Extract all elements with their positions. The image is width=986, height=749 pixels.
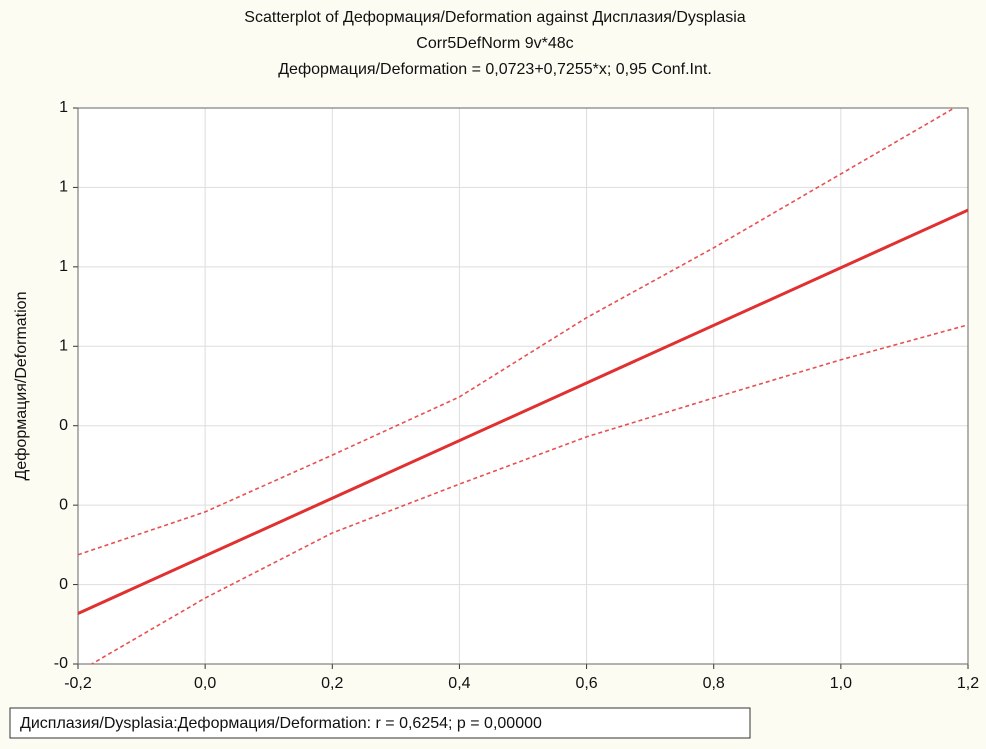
- x-tick-label: 1,2: [957, 675, 979, 692]
- plot-lines: [78, 108, 968, 664]
- chart-title: Scatterplot of Деформация/Deformation ag…: [244, 9, 745, 26]
- y-tick-label: -0: [54, 655, 68, 672]
- equation: Деформация/Deformation = 0,0723+0,7255*x…: [278, 61, 712, 78]
- chart-subtitle: Corr5DefNorm 9v*48c: [416, 35, 573, 52]
- stats-box: [9, 707, 751, 739]
- y-tick-label: 1: [59, 338, 68, 355]
- y-tick-label: 0: [59, 417, 68, 434]
- y-tick-label: 0: [59, 576, 68, 593]
- confidence-line: [90, 324, 968, 664]
- y-tick-label: 1: [59, 99, 68, 116]
- y-tick-label: 1: [59, 258, 68, 275]
- x-tick-label: 1,0: [830, 675, 852, 692]
- y-tick-label: 0: [59, 496, 68, 513]
- y-axis-label: Деформация/Deformation: [13, 292, 30, 481]
- regression-line: [78, 208, 968, 615]
- plot-area: [78, 108, 968, 664]
- x-tick-label: 0,4: [448, 675, 470, 692]
- x-tick-label: -0,2: [64, 675, 92, 692]
- plot-frame: [77, 107, 969, 665]
- x-tick-label: 0,0: [194, 675, 216, 692]
- x-tick-label: 0,8: [703, 675, 725, 692]
- x-tick-label: 0,2: [321, 675, 343, 692]
- stats-note: Дисплазия/Dysplasia:Деформация/Deformati…: [20, 715, 542, 732]
- x-tick-label: 0,6: [575, 675, 597, 692]
- y-tick-label: 1: [59, 179, 68, 196]
- confidence-line: [78, 108, 956, 556]
